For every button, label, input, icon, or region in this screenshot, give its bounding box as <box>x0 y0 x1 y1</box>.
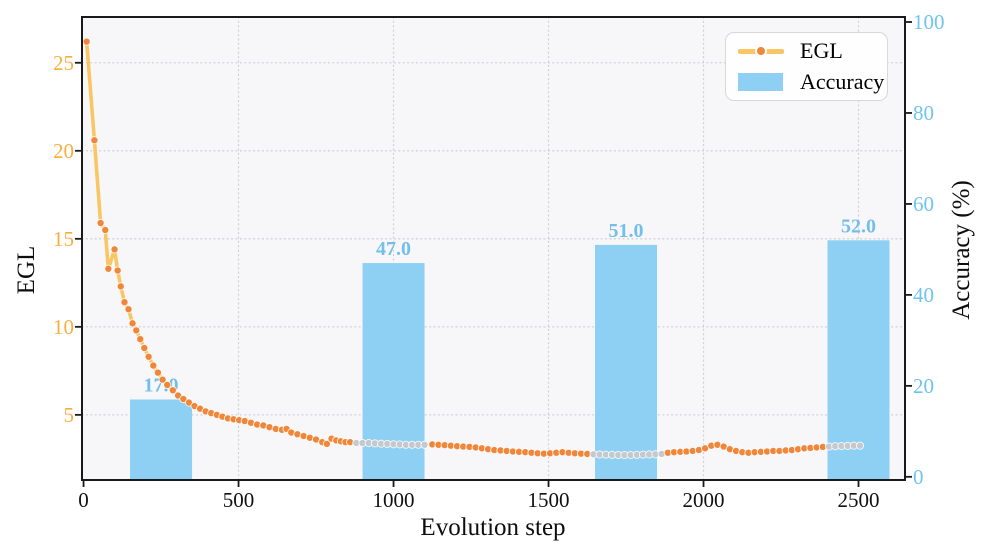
egl-line-swatch <box>738 45 784 57</box>
y-right-tick-label: 0 <box>913 464 924 489</box>
y-right-tick-label: 100 <box>913 10 945 34</box>
x-tick-label: 2000 <box>682 488 725 512</box>
bar-value-label: 52.0 <box>841 215 876 237</box>
egl-marker <box>140 343 149 353</box>
x-tick-label: 1000 <box>372 488 415 512</box>
legend-label-accuracy: Accuracy <box>800 68 885 94</box>
egl-marker <box>149 361 158 370</box>
egl-marker <box>90 136 99 145</box>
y-right-tick-label: 60 <box>913 191 934 216</box>
egl-marker-occluded <box>856 441 865 450</box>
accuracy-bar <box>595 244 658 480</box>
accuracy-bar-swatch <box>738 72 783 91</box>
egl-marker <box>128 319 137 328</box>
y-axis-label-right: Accuracy (%) <box>948 180 975 320</box>
x-tick-label: 2500 <box>837 488 880 512</box>
y-right-tick-label: 40 <box>913 282 934 307</box>
y-left-tick-label: 20 <box>53 138 74 163</box>
x-axis-label: Evolution step <box>420 514 566 541</box>
egl-marker <box>144 352 153 361</box>
legend: EGL Accuracy <box>725 32 888 101</box>
y-left-tick-label: 25 <box>53 50 74 75</box>
egl-marker <box>110 245 119 254</box>
x-tick-label: 0 <box>78 488 89 512</box>
egl-marker <box>113 266 122 275</box>
egl-marker <box>168 386 177 395</box>
egl-marker <box>124 305 133 314</box>
egl-marker <box>96 218 105 228</box>
egl-marker <box>132 326 141 335</box>
egl-marker <box>104 264 113 273</box>
axes-spines <box>81 16 906 481</box>
egl-marker <box>158 375 167 384</box>
egl-marker <box>120 298 129 307</box>
y-left-tick-label: 15 <box>53 226 74 251</box>
x-tick-label: 500 <box>222 488 255 512</box>
bar-value-label: 47.0 <box>376 238 411 260</box>
egl-marker-dot-icon <box>755 45 767 57</box>
legend-item-accuracy: Accuracy <box>738 69 884 96</box>
y-left-tick-label: 10 <box>53 314 74 339</box>
egl-marker <box>101 225 110 235</box>
legend-label-egl: EGL <box>800 38 843 64</box>
egl-marker <box>153 368 162 377</box>
y-right-tick-label: 80 <box>913 100 934 125</box>
x-tick-label: 1500 <box>527 488 570 512</box>
bar-value-label: 51.0 <box>609 220 644 242</box>
egl-marker <box>116 282 125 291</box>
y-left-tick-label: 5 <box>63 402 75 427</box>
accuracy-bar <box>827 240 890 480</box>
accuracy-bar <box>130 399 193 480</box>
y-right-tick-label: 20 <box>913 373 934 398</box>
legend-item-egl: EGL <box>738 38 875 65</box>
egl-marker <box>322 439 331 448</box>
egl-marker <box>163 380 172 389</box>
egl-marker-occluded <box>420 440 429 449</box>
egl-marker <box>82 37 91 46</box>
egl-marker <box>136 335 145 344</box>
